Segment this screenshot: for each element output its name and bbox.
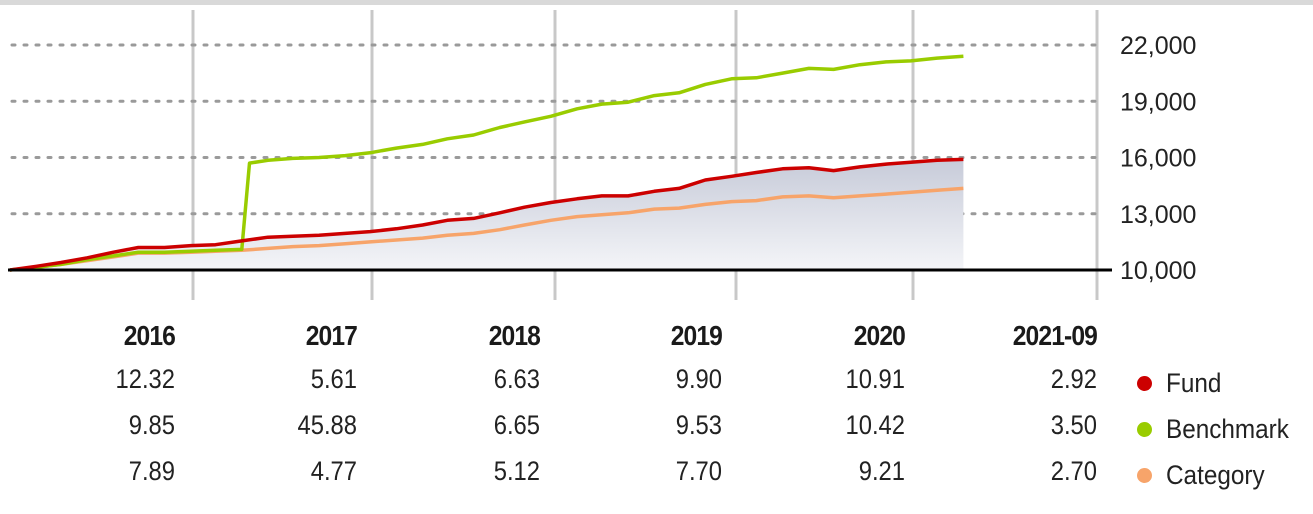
year-header: 2017 <box>305 320 358 351</box>
legend-item-fund: Fund <box>1137 367 1228 399</box>
year-header: 2016 <box>123 320 176 351</box>
ytick-label-0: 22,000 <box>1120 32 1196 60</box>
series-lines <box>9 54 964 272</box>
return-cell-category: 7.89 <box>128 456 175 486</box>
year-header: 2019 <box>670 320 723 351</box>
growth-chart: 22,000 19,000 16,000 13,000 10,000 <box>8 10 1196 300</box>
return-cell-category: 5.12 <box>493 456 540 486</box>
ytick-label-2: 16,000 <box>1120 145 1196 173</box>
return-cell-benchmark: 3.50 <box>1050 410 1097 440</box>
legend-dot-icon <box>1137 467 1152 483</box>
return-cell-fund: 6.63 <box>493 364 540 394</box>
return-cell-fund: 12.32 <box>115 364 175 394</box>
legend-dot-icon <box>1137 375 1152 391</box>
series-line-benchmark <box>9 54 964 272</box>
return-cell-benchmark: 6.65 <box>493 410 540 440</box>
return-cell-category: 9.21 <box>858 456 905 486</box>
legend-item-category: Category <box>1137 459 1276 491</box>
y-axis-ticks: 22,000 19,000 16,000 13,000 10,000 <box>1120 32 1196 285</box>
ytick-label-1: 19,000 <box>1120 88 1196 116</box>
return-cell-fund: 5.61 <box>310 364 357 394</box>
legend-label: Fund <box>1166 367 1222 398</box>
return-cell-benchmark: 10.42 <box>845 410 905 440</box>
legend-item-benchmark: Benchmark <box>1137 413 1303 445</box>
return-cell-fund: 2.92 <box>1050 364 1097 394</box>
series-line-fund <box>9 157 964 272</box>
return-cell-benchmark: 45.88 <box>297 410 357 440</box>
legend-label: Category <box>1166 459 1265 490</box>
year-header: 2018 <box>488 320 541 351</box>
return-cell-fund: 10.91 <box>845 364 905 394</box>
legend-label: Benchmark <box>1166 413 1289 444</box>
ytick-label-4: 10,000 <box>1120 257 1196 285</box>
return-cell-category: 7.70 <box>675 456 722 486</box>
year-header: 2020 <box>853 320 906 351</box>
top-border <box>0 0 1313 5</box>
return-cell-fund: 9.90 <box>675 364 722 394</box>
return-cell-benchmark: 9.53 <box>675 410 722 440</box>
legend-dot-icon <box>1137 421 1152 437</box>
return-cell-category: 2.70 <box>1050 456 1097 486</box>
return-cell-category: 4.77 <box>310 456 357 486</box>
year-header: 2021-09 <box>1012 320 1098 351</box>
ytick-label-3: 13,000 <box>1120 201 1196 229</box>
return-cell-benchmark: 9.85 <box>128 410 175 440</box>
fund-area-fill <box>10 159 964 270</box>
